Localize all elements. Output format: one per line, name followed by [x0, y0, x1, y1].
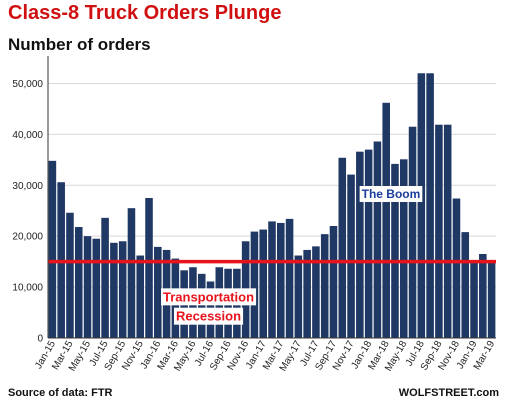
bar-May-15 [83, 236, 92, 338]
bar-Jan-16 [154, 246, 162, 338]
bar-Jan-18 [364, 149, 373, 338]
bar-Nov-15 [136, 255, 145, 338]
bar-Apr-15 [74, 227, 83, 338]
bar-Jan-19 [470, 261, 478, 338]
bar-Jul-15 [101, 217, 109, 338]
bar-May-17 [294, 255, 303, 338]
bar-Sep-17 [329, 226, 338, 338]
bar-Mar-19 [487, 261, 496, 338]
x-tick-labels: Jan-15Mar-15May-15Jul-15Sep-15Nov-15Jan-… [33, 339, 497, 374]
bar-Jan-15 [48, 160, 57, 338]
brand-label: WOLFSTREET.com [398, 387, 499, 399]
bar-May-18 [399, 159, 408, 338]
y-tick-labels: 0 10,000 20,000 30,000 40,000 50,000 [12, 79, 43, 345]
bar-Dec-16 [250, 231, 259, 338]
annotation-background [161, 288, 257, 306]
annotation-background [359, 186, 423, 202]
y-tick-label: 50,000 [12, 79, 43, 90]
bar-Jan-17 [259, 229, 267, 338]
bar-Oct-17 [338, 157, 347, 338]
bar-Jun-17 [303, 249, 311, 338]
annotation-the-boom: The Boom [362, 187, 421, 201]
y-tick-label: 30,000 [12, 181, 43, 192]
bar-Aug-15 [110, 242, 118, 338]
bar-Jun-18 [408, 126, 417, 339]
bar-Dec-15 [145, 198, 153, 338]
chart-title: Class-8 Truck Orders Plunge [8, 2, 282, 24]
bars [48, 73, 496, 339]
bar-Oct-18 [443, 124, 452, 338]
bar-Jun-15 [92, 238, 101, 338]
y-tick-label: 10,000 [12, 283, 43, 294]
bar-Aug-18 [426, 73, 434, 338]
annotation-recession: Recession [176, 309, 241, 324]
bar-Sep-18 [435, 124, 443, 338]
bar-Feb-18 [373, 141, 382, 338]
y-tick-label: 0 [37, 334, 43, 345]
bar-Mar-15 [66, 212, 74, 338]
bar-Nov-17 [347, 174, 355, 338]
bar-Mar-18 [382, 102, 390, 338]
annotations: The Boom Transportation Recession [161, 186, 423, 325]
bar-Jun-16 [197, 273, 206, 338]
bar-Sep-15 [118, 241, 127, 338]
bar-Nov-18 [452, 198, 461, 338]
bar-Dec-17 [356, 151, 364, 338]
bar-Feb-19 [479, 254, 487, 338]
bar-Mar-17 [277, 222, 285, 338]
bar-Feb-17 [268, 221, 276, 338]
source-note: Source of data: FTR [8, 387, 113, 399]
chart-subtitle: Number of orders [8, 35, 151, 54]
bar-Jul-17 [312, 246, 320, 338]
bar-Dec-18 [461, 232, 470, 338]
y-tick-label: 40,000 [12, 130, 43, 141]
y-tick-label: 20,000 [12, 232, 43, 243]
axes [47, 56, 496, 339]
annotation-transportation: Transportation [163, 289, 254, 304]
bar-Oct-15 [127, 208, 136, 338]
bar-Apr-18 [391, 163, 399, 338]
bar-Apr-17 [285, 218, 294, 338]
annotation-background [173, 307, 244, 325]
bar-Aug-17 [320, 234, 329, 338]
bar-Jul-18 [417, 73, 426, 338]
